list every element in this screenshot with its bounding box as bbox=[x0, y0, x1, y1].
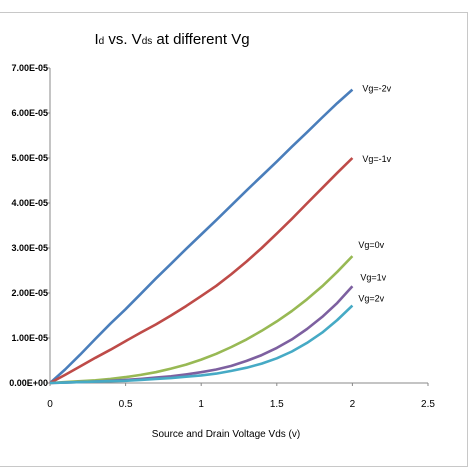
chart-title-subscript: ds bbox=[142, 36, 153, 47]
y-tick-label: 4.00E-05 bbox=[11, 198, 48, 208]
chart-title-text: vs. V bbox=[104, 31, 142, 48]
y-tick-label: 6.00E-05 bbox=[11, 108, 48, 118]
x-tick-label: 2.5 bbox=[421, 399, 435, 410]
series-label: Vg=-1v bbox=[362, 154, 391, 164]
series-line-vg-1v bbox=[49, 157, 354, 385]
x-axis-ticks: 0 0.5 1 1.5 2 2.5 bbox=[47, 383, 435, 410]
x-axis-title: Source and Drain Voltage Vds (v) bbox=[152, 429, 300, 440]
series-line-vg-2v bbox=[49, 88, 354, 384]
series-label: Vg=2v bbox=[358, 294, 384, 304]
y-tick-label: 2.00E-05 bbox=[11, 288, 48, 298]
chart-title: Id vs. Vds at different Vg bbox=[94, 31, 249, 48]
chart-title-text: at different Vg bbox=[152, 31, 249, 48]
chart-title-subscript: d bbox=[99, 36, 105, 47]
x-tick-label: 2 bbox=[350, 399, 356, 410]
y-tick-label: 7.00E-05 bbox=[11, 63, 48, 73]
series-line-vg-0v bbox=[49, 255, 354, 385]
x-tick-label: 1 bbox=[198, 399, 204, 410]
series-layer: Vg=-2v Vg=-1v Vg=0v Vg=1v Vg=2v bbox=[49, 84, 392, 385]
x-tick-label: 0 bbox=[47, 399, 53, 410]
series-label: Vg=0v bbox=[358, 240, 384, 250]
chart-frame bbox=[0, 12, 468, 467]
y-axis-ticks: 0.00E+00 1.00E-05 2.00E-05 3.00E-05 4.00E-05… bbox=[9, 63, 50, 388]
y-tick-label: 1.00E-05 bbox=[11, 333, 48, 343]
series-line-vg-2v bbox=[49, 304, 354, 385]
y-tick-label: 3.00E-05 bbox=[11, 243, 48, 253]
y-tick-label: 5.00E-05 bbox=[11, 153, 48, 163]
series-label: Vg=-2v bbox=[362, 84, 391, 94]
y-tick-label: 0.00E+00 bbox=[9, 378, 48, 388]
x-tick-label: 0.5 bbox=[119, 399, 133, 410]
x-tick-label: 1.5 bbox=[270, 399, 284, 410]
series-label: Vg=1v bbox=[360, 272, 386, 282]
chart-title-text: I bbox=[94, 31, 98, 48]
